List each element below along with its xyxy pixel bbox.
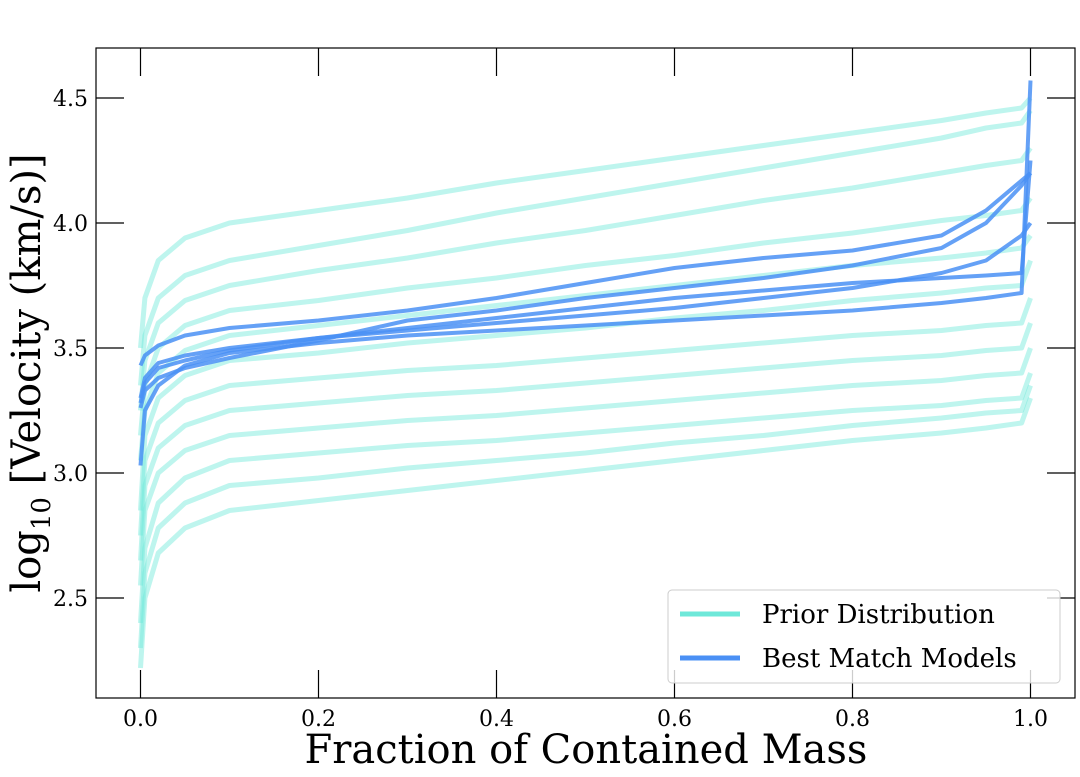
legend-box: [667, 589, 1061, 684]
prior-line: [138, 96, 1033, 349]
y-tick-label: 4.5: [53, 87, 88, 112]
y-tick-label: 3.5: [53, 337, 88, 362]
x-tick-label: 0.4: [479, 707, 514, 732]
x-tick-label: 0.2: [301, 707, 336, 732]
y-label-part: log: [4, 530, 50, 592]
x-axis-label: Fraction of Contained Mass: [305, 727, 868, 773]
prior-line: [138, 347, 1033, 586]
best-match-line: [138, 221, 1033, 404]
y-tick-label: 2.5: [53, 587, 88, 612]
prior-line: [138, 146, 1033, 411]
x-tick-label: 0.0: [123, 707, 158, 732]
prior-line: [138, 297, 1033, 536]
plot-frame: [95, 47, 1076, 699]
prior-line: [138, 322, 1033, 561]
prior-line: [138, 109, 1033, 386]
x-tick-label: 1.0: [1013, 707, 1048, 732]
x-tick-label: 0.6: [657, 707, 692, 732]
legend: Prior Distribution Best Match Models: [667, 589, 1061, 684]
y-label-sub: 10: [27, 497, 57, 530]
best-match-line: [138, 160, 1033, 399]
prior-line: [138, 234, 1033, 461]
best-match-line: [138, 171, 1033, 409]
y-label-part: [Velocity (km/s)]: [4, 153, 50, 497]
prior-line: [138, 384, 1033, 649]
legend-label: Best Match Models: [762, 644, 1017, 674]
prior-line: [138, 259, 1033, 511]
y-axis-label: log10 [Velocity (km/s)]: [4, 153, 57, 592]
prior-line: [138, 397, 1033, 669]
legend-label: Prior Distribution: [762, 600, 995, 630]
prior-line: [138, 372, 1033, 624]
plot-area: [138, 80, 1033, 669]
x-tick-label: 0.8: [835, 707, 870, 732]
y-tick-label: 3.0: [53, 462, 88, 487]
prior-line: [138, 196, 1033, 436]
y-tick-label: 4.0: [53, 212, 88, 237]
best-match-line: [138, 80, 1033, 466]
best-match-line: [138, 171, 1032, 367]
